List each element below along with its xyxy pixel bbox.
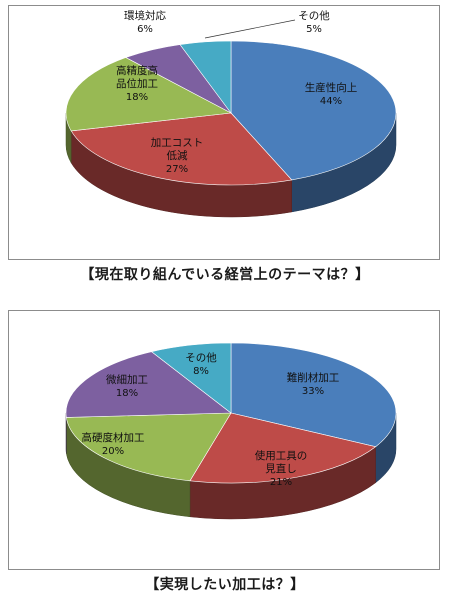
pie-2-slice-4 <box>65 351 232 418</box>
pie-1-value-3: 18% <box>126 92 148 103</box>
pie-2-label-3: 高硬度材加工 <box>82 431 145 444</box>
pie-2-value-5: 8% <box>193 366 209 377</box>
pie-1-label-1: 生産性向上 <box>305 81 358 94</box>
pie-2-label-1: 難削材加工 <box>287 371 340 384</box>
pie-1-label-2: 加工コスト低減 <box>151 137 204 162</box>
pie-chart-1: 生産性向上 44% 加工コスト低減 27% 高精度高品位加工 18% 環境対応 6% その他 5% <box>65 9 397 218</box>
chart-frame-1: 生産性向上 44% 加工コスト低減 27% 高精度高品位加工 18% 環境対応 6% その他 5% <box>8 5 440 260</box>
pie-1-value-2: 27% <box>166 164 188 175</box>
pie-2-slice-3 <box>65 412 232 482</box>
pie-2-slice-2 <box>189 412 377 484</box>
pie-2-label-2: 使用工具の見直し <box>255 449 308 475</box>
pie-1-leader-5 <box>204 19 296 39</box>
pie-2-tops <box>65 342 397 484</box>
pie-2-label-4: 微細加工 <box>106 373 148 386</box>
pie-1-slice-5 <box>179 40 232 114</box>
pie-2-value-1: 33% <box>302 386 324 397</box>
pie-1-slice-3 <box>65 57 233 132</box>
pie-2-value-4: 18% <box>116 388 138 399</box>
pie-2-label-5: その他 <box>185 351 217 364</box>
pie-1-slice-1 <box>230 40 397 181</box>
chart-caption-2: 【実現したい加工は？】 <box>145 577 305 593</box>
pie-2-slice-5 <box>150 342 232 414</box>
pie-2-labels: 難削材加工 33% 使用工具の見直し 21% 高硬度材加工 20% 微細加工 18% その他 8% <box>82 351 340 488</box>
pie-1-slice-2 <box>70 112 293 186</box>
pie-2-slice-1 <box>230 342 397 448</box>
pie-1-value-5: 5% <box>306 24 322 35</box>
chart-caption-1: 【現在取り組んでいる経営上のテーマは？】 <box>80 267 370 283</box>
pie-1-labels: 生産性向上 44% 加工コスト低減 27% 高精度高品位加工 18% 環境対応 6% その他 5% <box>116 9 357 175</box>
pie-1-label-4: 環境対応 <box>124 9 166 22</box>
pie-2-value-3: 20% <box>102 446 124 457</box>
pie-1-value-1: 44% <box>320 96 342 107</box>
chart-frame-2: 難削材加工 33% 使用工具の見直し 21% 高硬度材加工 20% 微細加工 18% その他 8% <box>8 310 440 570</box>
pie-1-tops <box>65 40 397 186</box>
pie-1-label-5: その他 <box>298 9 330 22</box>
pie-1-value-4: 6% <box>137 24 153 35</box>
pie-chart-2: 難削材加工 33% 使用工具の見直し 21% 高硬度材加工 20% 微細加工 18% その他 8% <box>65 342 397 520</box>
pie-2-value-2: 21% <box>270 477 292 488</box>
pie-1-label-3: 高精度高品位加工 <box>116 64 158 90</box>
